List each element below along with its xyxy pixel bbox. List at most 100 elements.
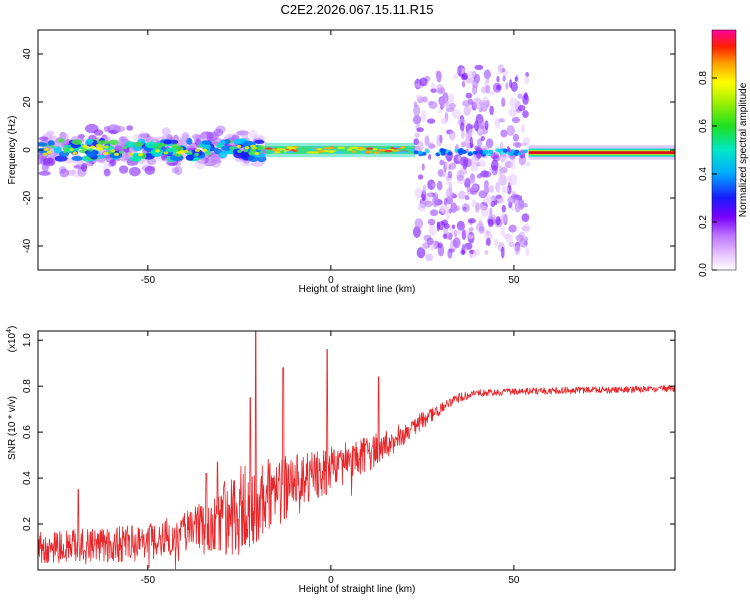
spectrogram-blob [363, 150, 373, 154]
spectrogram-blob [38, 170, 51, 176]
spectrogram-blob [446, 180, 450, 185]
bottom-x-axis-label: Height of straight line (km) [299, 584, 416, 595]
spectrogram-blob [491, 159, 499, 171]
spectrogram-blob [480, 205, 489, 217]
spectrogram-blob [147, 158, 157, 166]
spectrogram-blob [525, 161, 531, 167]
spectrogram-blob [85, 123, 99, 134]
spectrogram-blob [256, 145, 266, 151]
spectrogram-blob [465, 143, 471, 149]
spectrogram-blob [187, 151, 193, 155]
spectrogram-blob [416, 247, 426, 259]
spectrogram-blob [124, 141, 136, 148]
spectrogram-blob [194, 159, 206, 170]
spectrogram-blob [501, 185, 510, 193]
spectrogram-blob [310, 148, 316, 151]
top-y-tick-label: 40 [22, 48, 33, 60]
spectrogram-blob [510, 81, 518, 92]
spectrogram-blob [285, 146, 293, 149]
top-y-tick-label: 20 [22, 96, 33, 108]
spectrogram-blob [373, 151, 380, 154]
spectrogram-blob [194, 148, 200, 153]
spectrogram-blob [366, 147, 374, 150]
spectrogram-blob [42, 152, 48, 156]
top-y-axis-label: Frequency (Hz) [7, 116, 18, 185]
bottom-y-tick-label: 0.6 [22, 425, 33, 439]
spectrogram-blob [476, 138, 483, 147]
spectrogram-blob [514, 76, 518, 82]
spectrogram-blob [254, 151, 260, 156]
spectrogram-blob [82, 144, 88, 148]
spectrogram-blob [456, 170, 465, 182]
spectrogram-blob [154, 149, 160, 153]
spectrogram-blob [459, 122, 465, 132]
spectrogram-blob [461, 80, 466, 88]
spectrogram-blob [414, 83, 420, 88]
y-multiplier-prefix: (x10 [7, 332, 18, 352]
top-axes: -50 0 50 -40 -20 0 20 40 [22, 30, 675, 286]
spectrogram-blob [103, 168, 111, 177]
spectrogram-blob [90, 145, 96, 149]
spectrogram-blob [445, 187, 453, 200]
spectrogram-blob [43, 147, 49, 151]
spectrogram-blob [148, 136, 155, 142]
spectrogram-blob [496, 75, 500, 83]
spectrogram-blob [163, 151, 169, 155]
spectrogram-blob [252, 153, 267, 158]
spectrogram-blob [471, 85, 478, 95]
spectrogram-blob [255, 135, 266, 142]
spectrogram-blob [86, 150, 97, 158]
spectrogram-blob [461, 229, 467, 240]
spectrogram-blob [483, 182, 489, 194]
spectrogram-blob [522, 110, 529, 119]
spectrogram-blob [421, 163, 425, 171]
spectrogram-blob [183, 149, 189, 154]
bottom-y-tick-label: 0.2 [22, 517, 33, 531]
bottom-x-tick-label: 50 [508, 575, 520, 586]
spectrogram-blob [485, 84, 491, 94]
top-x-tick-label: 0 [328, 275, 334, 286]
spectrogram-blob [471, 155, 476, 168]
spectrogram-blob [346, 148, 353, 151]
bottom-y-tick-label: 0.4 [22, 471, 33, 485]
spectrogram-blob [431, 82, 436, 90]
spectrogram-blob [521, 213, 530, 222]
spectrogram-blob [487, 218, 494, 228]
top-y-tick-label: 0 [22, 147, 33, 153]
spectrogram-blob [417, 141, 424, 152]
spectrogram-blob [488, 214, 497, 220]
spectrogram-blob [412, 226, 421, 238]
spectrogram-blob [459, 156, 469, 167]
snr-series-line [38, 331, 675, 570]
spectrogram-blob [467, 152, 473, 157]
spectrogram-blob [233, 151, 248, 159]
spectrogram-blob [174, 165, 183, 176]
spectrogram-blob [509, 79, 513, 89]
spectrogram-blob [524, 236, 529, 242]
spectrogram-blob [425, 192, 433, 200]
spectrogram-blob [210, 147, 219, 152]
spectrogram-blob [502, 75, 506, 82]
spectrogram-blob [457, 190, 466, 200]
bottom-y-axis-label: SNR (10 * v/v) [7, 396, 18, 460]
spectrogram-blob [138, 131, 148, 141]
spectrogram-blob [361, 150, 366, 154]
spectrogram-blob [465, 77, 474, 84]
spectrogram-blob [476, 173, 483, 179]
colorbar-tick-label: 0.2 [698, 215, 709, 229]
spectrogram-blob [514, 203, 521, 213]
spectrogram-blob [520, 142, 528, 147]
spectrogram-blob [497, 64, 505, 74]
spectrogram-blob [452, 109, 461, 120]
spectrogram-blob [134, 141, 143, 148]
spectrogram-blob [489, 105, 494, 116]
spectrogram-blob [488, 185, 495, 193]
spectrogram-blob [420, 242, 429, 250]
spectrogram-blob [442, 233, 448, 239]
spectrogram-blob [486, 237, 491, 246]
spectrogram-blob [221, 145, 233, 151]
spectrogram-blob [316, 147, 323, 151]
spectrogram-blob [445, 100, 451, 112]
spectrogram-blob [194, 152, 200, 157]
spectrogram-blob [471, 184, 479, 192]
